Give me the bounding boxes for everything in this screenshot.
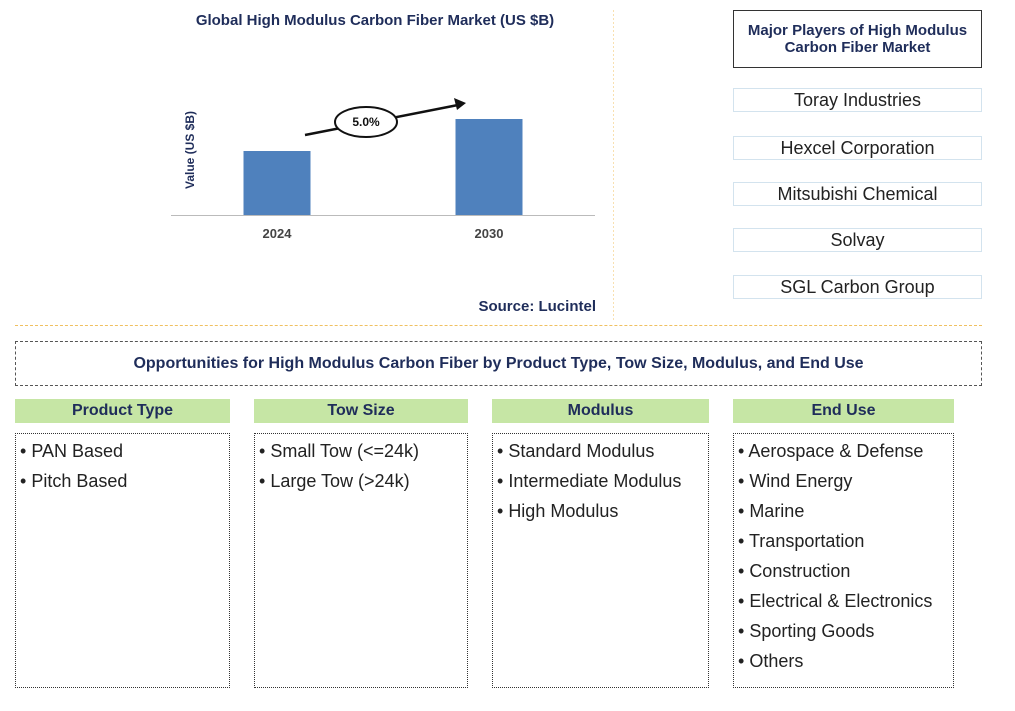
chart: Global High Modulus Carbon Fiber Market … [171, 10, 614, 322]
segment-list: Standard ModulusIntermediate ModulusHigh… [492, 433, 709, 688]
segment-item: Electrical & Electronics [738, 586, 953, 616]
arrow-head [454, 98, 466, 110]
segment-item: PAN Based [20, 436, 229, 466]
players-title: Major Players of High Modulus Carbon Fib… [733, 10, 982, 68]
segment-item: Others [738, 646, 953, 676]
segment-item: Transportation [738, 526, 953, 556]
bar [243, 151, 311, 215]
player: Hexcel Corporation [733, 136, 982, 160]
cagr-ellipse [334, 106, 398, 138]
player: Mitsubishi Chemical [733, 182, 982, 206]
bar [455, 119, 523, 215]
player: Solvay [733, 228, 982, 252]
segment-item: Pitch Based [20, 466, 229, 496]
segment-item: Intermediate Modulus [497, 466, 708, 496]
player: Toray Industries [733, 88, 982, 112]
segment-item: High Modulus [497, 496, 708, 526]
segment-list: PAN BasedPitch Based [15, 433, 230, 688]
segment-item: Wind Energy [738, 466, 953, 496]
segment-list: Aerospace & DefenseWind EnergyMarineTran… [733, 433, 954, 688]
y-axis-label: Value (US $B) [183, 111, 197, 189]
segment-item: Marine [738, 496, 953, 526]
segment-header: End Use [733, 399, 954, 423]
segment-header: Tow Size [254, 399, 468, 423]
segment-item: Construction [738, 556, 953, 586]
segment-header: Product Type [15, 399, 230, 423]
player: SGL Carbon Group [733, 275, 982, 299]
cagr-label: 5.0% [352, 115, 380, 129]
segment-item: Large Tow (>24k) [259, 466, 467, 496]
x-tick-label: 2030 [475, 226, 504, 241]
chart-title: Global High Modulus Carbon Fiber Market … [196, 12, 554, 29]
source: Source: Lucintel [478, 298, 596, 315]
segment-item: Small Tow (<=24k) [259, 436, 467, 466]
segment-item: Standard Modulus [497, 436, 708, 466]
segment-header: Modulus [492, 399, 709, 423]
divider [15, 325, 982, 326]
segment-item: Aerospace & Defense [738, 436, 953, 466]
x-tick-label: 2024 [263, 226, 293, 241]
segment-list: Small Tow (<=24k)Large Tow (>24k) [254, 433, 468, 688]
opportunities-title: Opportunities for High Modulus Carbon Fi… [15, 341, 982, 386]
segment-item: Sporting Goods [738, 616, 953, 646]
